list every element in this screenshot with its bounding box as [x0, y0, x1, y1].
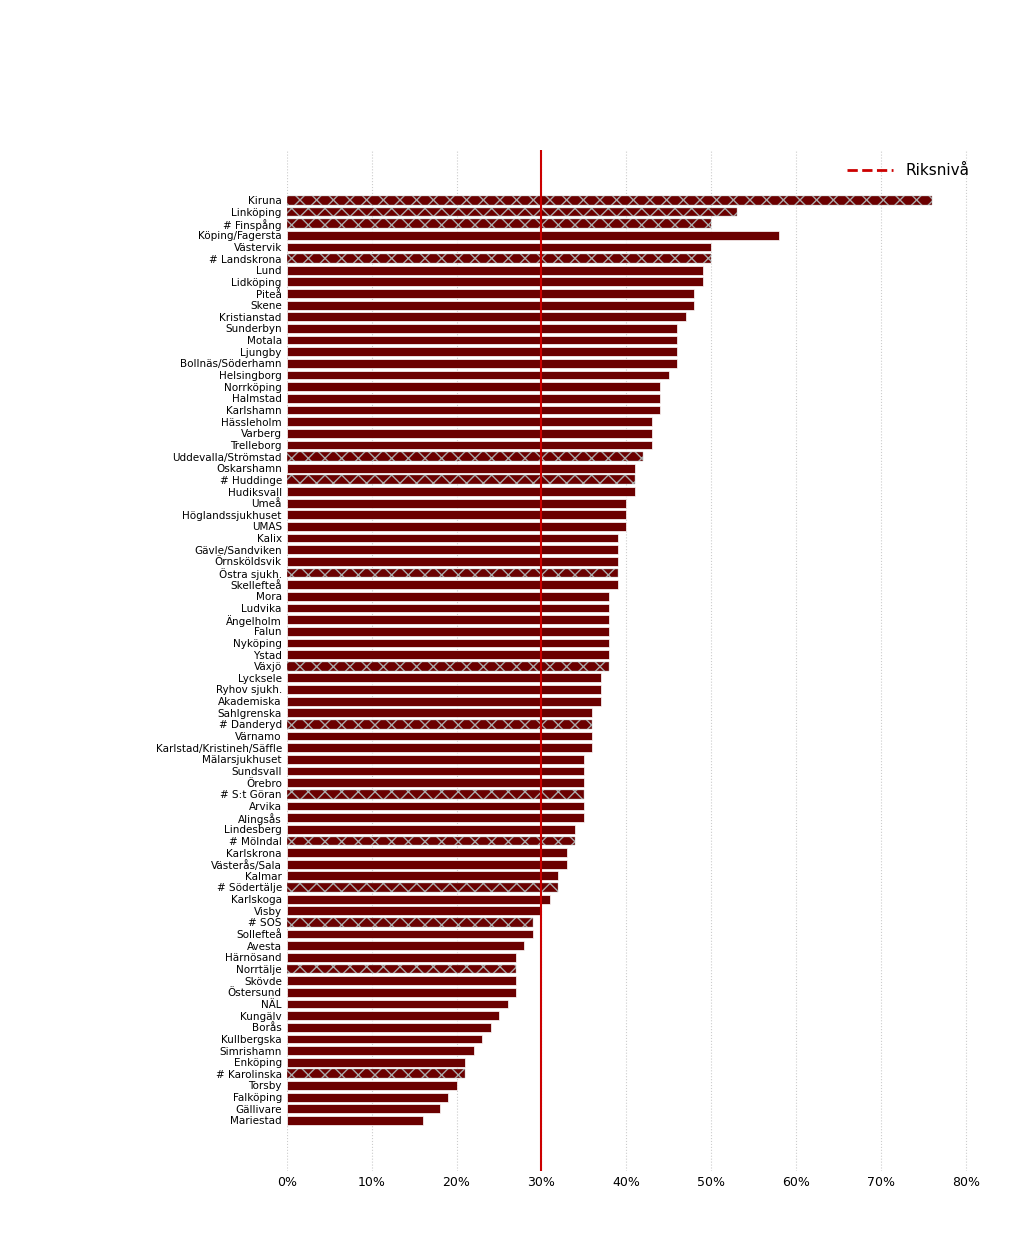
Bar	[287, 278, 702, 287]
Bar	[287, 662, 609, 670]
Bar	[287, 1093, 449, 1101]
Bar	[287, 476, 635, 485]
Bar	[287, 1116, 423, 1125]
Bar	[287, 417, 652, 426]
Legend: Riksnivå: Riksnivå	[841, 157, 976, 184]
Bar	[287, 790, 584, 799]
Bar	[287, 674, 601, 683]
Bar	[287, 196, 932, 204]
Bar	[287, 709, 593, 718]
Bar	[287, 406, 660, 415]
Bar	[287, 616, 609, 624]
Bar	[287, 977, 516, 986]
Bar	[287, 836, 575, 845]
Bar	[287, 814, 584, 822]
Bar	[287, 487, 635, 496]
Bar	[287, 895, 550, 903]
Bar	[287, 942, 524, 951]
Bar	[287, 999, 508, 1008]
Bar	[287, 906, 542, 915]
Bar	[287, 779, 584, 787]
Bar	[287, 464, 635, 472]
Bar	[287, 801, 584, 810]
Bar	[287, 930, 532, 938]
Bar	[287, 522, 627, 531]
Bar	[287, 324, 677, 333]
Bar	[287, 1069, 465, 1078]
Bar	[287, 348, 677, 356]
Bar	[287, 1034, 482, 1043]
Bar	[287, 1104, 439, 1113]
Bar	[287, 383, 660, 391]
Bar	[287, 592, 609, 601]
Bar	[287, 918, 532, 927]
Bar	[287, 265, 702, 274]
Bar	[287, 359, 677, 368]
Bar	[287, 697, 601, 705]
Bar	[287, 533, 617, 542]
Bar	[287, 685, 601, 694]
Bar	[287, 766, 584, 775]
Bar	[287, 964, 516, 973]
Bar	[287, 627, 609, 635]
Bar	[287, 568, 617, 577]
Bar	[287, 953, 516, 962]
Bar	[287, 720, 593, 729]
Bar	[287, 731, 593, 740]
Bar	[287, 860, 567, 868]
Bar	[287, 603, 609, 612]
Bar	[287, 1047, 473, 1055]
Bar	[287, 557, 617, 566]
Bar	[287, 1012, 499, 1020]
Bar	[287, 871, 558, 880]
Bar	[287, 498, 627, 507]
Bar	[287, 208, 737, 217]
Bar	[287, 254, 712, 263]
Bar	[287, 243, 712, 252]
Bar	[287, 581, 617, 589]
Bar	[287, 1023, 490, 1032]
Bar	[287, 231, 779, 239]
Bar	[287, 755, 584, 764]
Bar	[287, 441, 652, 450]
Bar	[287, 511, 627, 520]
Bar	[287, 546, 617, 554]
Bar	[287, 849, 567, 857]
Bar	[287, 313, 686, 321]
Bar	[287, 429, 652, 437]
Bar	[287, 650, 609, 659]
Bar	[287, 300, 694, 309]
Bar	[287, 219, 712, 228]
Bar	[287, 394, 660, 402]
Bar	[287, 335, 677, 344]
Bar	[287, 988, 516, 997]
Bar	[287, 825, 575, 834]
Bar	[287, 1058, 465, 1067]
Bar	[287, 370, 669, 379]
Bar	[287, 1082, 457, 1090]
Bar	[287, 638, 609, 647]
Bar	[287, 744, 593, 753]
Bar	[287, 289, 694, 298]
Bar	[287, 883, 558, 892]
Bar	[287, 452, 643, 461]
